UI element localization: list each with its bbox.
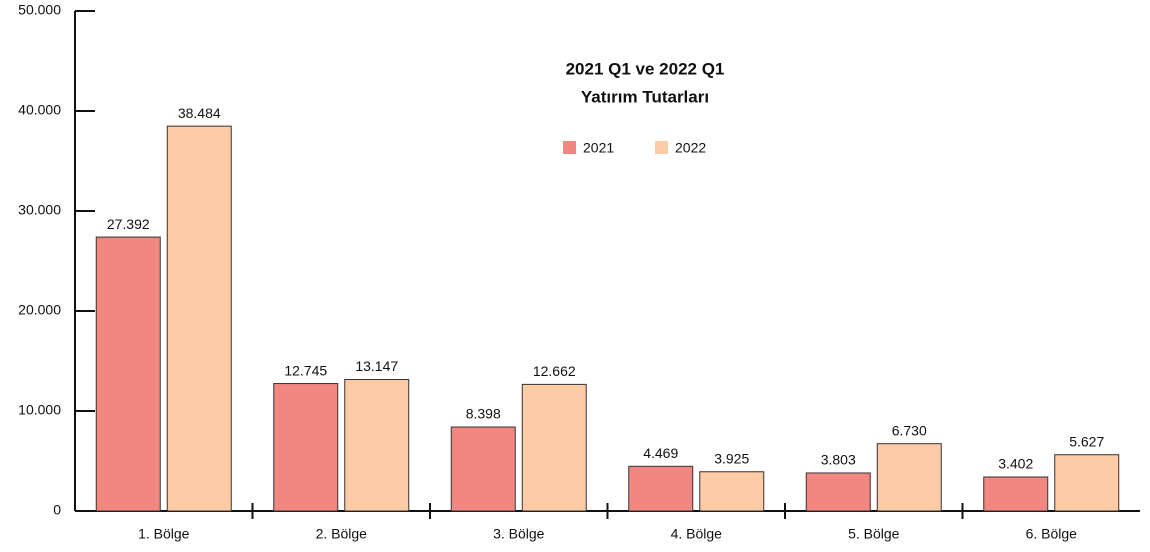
data-label: 3.925 xyxy=(714,450,749,466)
data-label: 12.662 xyxy=(533,363,576,379)
y-tick-label: 50.000 xyxy=(18,2,61,18)
bar xyxy=(876,443,942,512)
data-label: 3.402 xyxy=(998,456,1033,472)
y-tick-label: 20.000 xyxy=(18,302,61,318)
data-label: 12.745 xyxy=(284,362,327,378)
legend-label: 2022 xyxy=(675,140,706,156)
bar xyxy=(273,383,339,512)
y-tick-label: 30.000 xyxy=(18,202,61,218)
y-tick-label: 10.000 xyxy=(18,402,61,418)
x-tick-label: 4. Bölge xyxy=(671,526,723,542)
chart-subtitle: Yatırım Tutarları xyxy=(581,87,709,106)
bar xyxy=(699,471,765,512)
x-tick-label: 5. Bölge xyxy=(848,526,900,542)
y-tick-label: 40.000 xyxy=(18,102,61,118)
bar xyxy=(344,379,410,512)
data-label: 38.484 xyxy=(178,105,221,121)
x-tick-label: 6. Bölge xyxy=(1026,526,1078,542)
legend-swatch xyxy=(563,141,576,154)
bar xyxy=(805,472,871,512)
data-label: 27.392 xyxy=(107,216,150,232)
bar xyxy=(628,465,694,512)
y-tick-label: 0 xyxy=(53,502,61,518)
x-tick-label: 1. Bölge xyxy=(138,526,190,542)
x-tick-label: 2. Bölge xyxy=(316,526,368,542)
data-label: 5.627 xyxy=(1069,433,1104,449)
data-label: 8.398 xyxy=(466,406,501,422)
legend-label: 2021 xyxy=(583,140,614,156)
bar xyxy=(166,125,232,512)
data-label: 13.147 xyxy=(355,358,398,374)
bar xyxy=(1054,454,1120,512)
legend-swatch xyxy=(655,141,668,154)
bar xyxy=(450,426,516,512)
data-label: 4.469 xyxy=(643,445,678,461)
bar xyxy=(983,476,1049,512)
chart-title: 2021 Q1 ve 2022 Q1 xyxy=(566,59,725,78)
data-label: 3.803 xyxy=(821,452,856,468)
bar xyxy=(521,383,587,512)
data-label: 6.730 xyxy=(892,422,927,438)
bar xyxy=(95,236,161,512)
x-tick-label: 3. Bölge xyxy=(493,526,545,542)
